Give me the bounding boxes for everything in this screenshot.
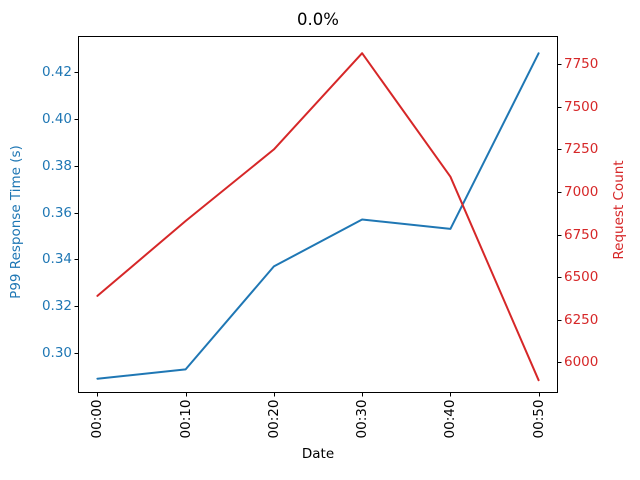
y-left-tick-label: 0.32	[41, 298, 72, 315]
y-right-tick-label: 6000	[564, 354, 599, 371]
y-right-tick-label: 7750	[564, 56, 599, 73]
x-tick-label: 00:40	[442, 399, 459, 439]
y-left-tick-label: 0.30	[41, 344, 72, 361]
response-time-line	[96, 52, 540, 380]
left-axis-label: P99 Response Time (s)	[8, 145, 24, 299]
y-left-tick-label: 0.40	[41, 110, 72, 127]
axes-spines	[78, 36, 558, 393]
y-right-tick-label: 6750	[564, 226, 599, 243]
y-right-tick-label: 6250	[564, 311, 599, 328]
right-axis-label: Request Count	[611, 160, 627, 260]
x-axis-label: Date	[301, 446, 335, 462]
x-tick-label: 00:50	[530, 399, 547, 439]
y-right-tick-label: 7500	[564, 98, 599, 115]
x-tick-label: 00:30	[354, 399, 371, 439]
x-tick-label: 00:20	[265, 399, 282, 439]
y-left-tick-label: 0.38	[41, 157, 72, 174]
chart-title: 0.0%	[297, 10, 339, 29]
x-tick-label: 00:00	[89, 399, 106, 439]
y-left-tick-label: 0.42	[41, 64, 72, 81]
x-tick-label: 00:10	[177, 399, 194, 439]
y-right-tick-label: 7000	[564, 184, 599, 201]
y-left-tick-label: 0.34	[41, 251, 72, 268]
request-count-line	[96, 52, 540, 382]
y-right-tick-label: 7250	[564, 141, 599, 158]
y-left-tick-label: 0.36	[41, 204, 72, 221]
y-right-tick-label: 6500	[564, 269, 599, 286]
